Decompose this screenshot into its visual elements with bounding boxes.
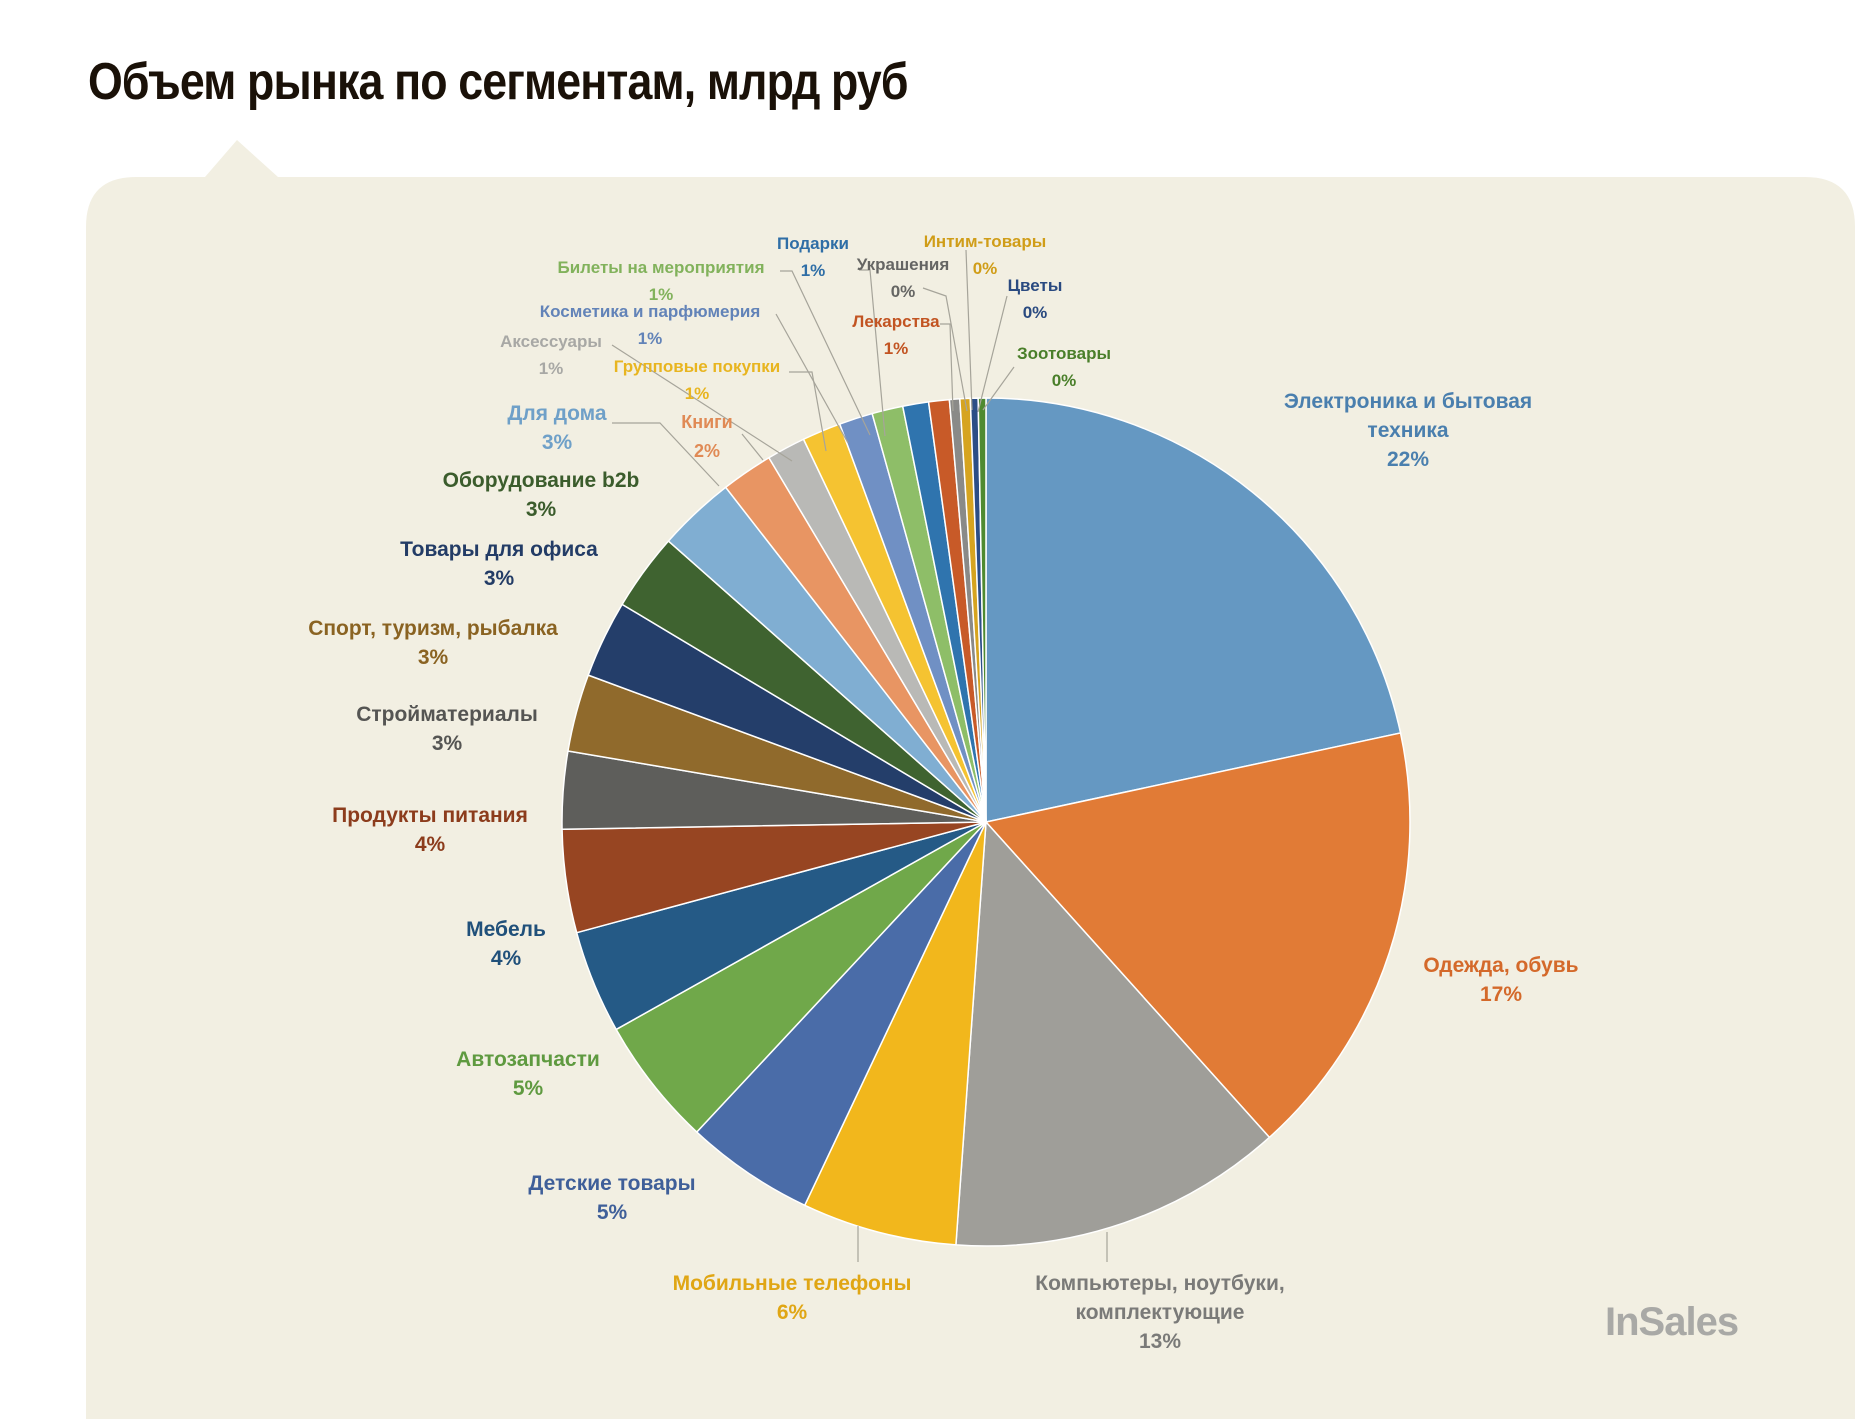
slice-name: Детские товары: [528, 1172, 695, 1195]
pie-chart: [561, 397, 1411, 1247]
slice-name: Косметика и парфюмерия: [540, 302, 761, 321]
slice-label-товары-для-офиса: Товары для офиса 3%: [400, 538, 598, 590]
slice-percent: 3%: [418, 646, 449, 669]
slice-percent: 1%: [638, 329, 663, 348]
slice-name: Компьютеры, ноутбуки,: [1035, 1272, 1284, 1295]
slice-label-электроника-и-бытовая-техника: Электроника и бытовая техника 22%: [1284, 390, 1532, 471]
slice-name: Зоотовары: [1017, 344, 1111, 363]
slice-percent: 1%: [685, 384, 710, 403]
slice-name: Спорт, туризм, рыбалка: [308, 617, 558, 640]
slice-percent: 1%: [884, 339, 909, 358]
slice-label-одежда-обувь: Одежда, обувь 17%: [1423, 954, 1578, 1006]
slice-percent: 2%: [694, 441, 720, 461]
leader-line: [789, 371, 827, 452]
leader-line: [940, 323, 954, 412]
insales-logo: InSales: [1605, 1300, 1738, 1344]
slice-percent: 1%: [539, 359, 564, 378]
slice-name: Товары для офиса: [400, 538, 598, 561]
slice-percent: 5%: [513, 1077, 544, 1100]
slice-percent: 3%: [432, 732, 463, 755]
slice-name: Стройматериалы: [356, 703, 538, 726]
slice-label-лекарства: Лекарства 1%: [852, 312, 940, 358]
slice-label-цветы: Цветы 0%: [1008, 276, 1063, 322]
slice-name: Книги: [681, 412, 733, 432]
slice-label-продукты-питания: Продукты питания 4%: [332, 804, 528, 856]
leader-line: [741, 433, 764, 461]
slice-label-украшения: Украшения 0%: [857, 255, 950, 301]
slice-percent: 0%: [973, 259, 998, 278]
slice-label-книги: Книги 2%: [681, 412, 733, 461]
slice-label-интим-товары: Интим-товары 0%: [924, 232, 1047, 278]
slice-name: Билеты на мероприятия: [557, 258, 764, 277]
slice-name: Интим-товары: [924, 232, 1047, 251]
slice-name: Одежда, обувь: [1423, 954, 1578, 977]
leader-lines: [611, 249, 1108, 1262]
slice-percent: 4%: [491, 947, 522, 970]
slice-label-компьютеры-ноутбуки-комплектующие: Компьютеры, ноутбуки, комплектующие 13%: [1035, 1272, 1284, 1353]
slice-label-подарки: Подарки 1%: [777, 234, 849, 280]
slice-percent: 3%: [484, 567, 515, 590]
slice-percent: 0%: [1023, 303, 1048, 322]
slice-label-аксессуары: Аксессуары 1%: [500, 332, 602, 378]
slice-label-мебель: Мебель 4%: [466, 918, 546, 970]
slice-percent: 1%: [801, 261, 826, 280]
data-labels: Электроника и бытовая техника 22% Одежда, о…: [308, 232, 1578, 1353]
slice-percent: 5%: [597, 1201, 628, 1224]
leader-line: [612, 422, 720, 487]
slice-percent: 22%: [1387, 448, 1429, 471]
pie-slice-компьютеры-ноутбуки-комплектующие: [955, 821, 1271, 1247]
slice-percent: 6%: [777, 1301, 808, 1324]
slice-label-зоотовары: Зоотовары 0%: [1017, 344, 1111, 390]
slice-name: комплектующие: [1076, 1301, 1245, 1324]
slice-label-стройматериалы: Стройматериалы 3%: [356, 703, 538, 755]
slice-name: Подарки: [777, 234, 849, 253]
slice-name: Оборудование b2b: [443, 469, 640, 492]
slice-label-детские-товары: Детские товары 5%: [528, 1172, 695, 1224]
slice-name: техника: [1367, 419, 1448, 442]
slice-label-оборудование-b2b: Оборудование b2b 3%: [443, 469, 640, 521]
leader-line: [977, 295, 1008, 413]
leader-line: [965, 249, 973, 411]
slice-name: Цветы: [1008, 276, 1063, 295]
slice-percent: 1%: [649, 285, 674, 304]
slice-percent: 17%: [1480, 983, 1522, 1006]
leader-line: [922, 287, 968, 412]
page-title: Объем рынка по сегментам, млрд руб: [88, 53, 909, 111]
pie-slice-одежда-обувь: [985, 732, 1411, 1139]
leader-line: [982, 366, 1015, 411]
slice-name: Продукты питания: [332, 804, 528, 827]
slice-label-билеты-на-мероприятия: Билеты на мероприятия 1%: [557, 258, 764, 304]
slice-label-косметика-и-парфюмерия: Косметика и парфюмерия 1%: [540, 302, 761, 348]
pie-slice-мобильные-телефоны: [803, 821, 987, 1246]
slice-label-для-дома: Для дома 3%: [507, 402, 607, 454]
slice-name: Украшения: [857, 255, 950, 274]
slice-percent: 3%: [542, 431, 573, 454]
leader-line: [780, 270, 871, 436]
slice-percent: 0%: [1052, 371, 1077, 390]
leader-line: [775, 313, 849, 444]
leader-line: [611, 344, 793, 462]
slice-name: Мобильные телефоны: [673, 1272, 912, 1295]
slice-name: Для дома: [507, 402, 607, 425]
slice-percent: 3%: [526, 498, 557, 521]
pie-slice-электроника-и-бытовая-техника: [985, 397, 1402, 823]
slice-name: Автозапчасти: [456, 1048, 600, 1071]
slice-name: Аксессуары: [500, 332, 602, 351]
slice-label-спорт-туризм-рыбалка: Спорт, туризм, рыбалка 3%: [308, 617, 558, 669]
slice-name: Мебель: [466, 918, 546, 941]
slice-label-автозапчасти: Автозапчасти 5%: [456, 1048, 600, 1100]
slice-name: Лекарства: [852, 312, 940, 331]
slice-label-групповые-покупки: Групповые покупки 1%: [614, 357, 781, 403]
slice-percent: 13%: [1139, 1330, 1181, 1353]
slice-name: Электроника и бытовая: [1284, 390, 1532, 413]
slice-name: Групповые покупки: [614, 357, 781, 376]
slice-label-мобильные-телефоны: Мобильные телефоны 6%: [673, 1272, 912, 1324]
leader-line: [859, 269, 886, 437]
slice-percent: 0%: [891, 282, 916, 301]
slice-percent: 4%: [415, 833, 446, 856]
